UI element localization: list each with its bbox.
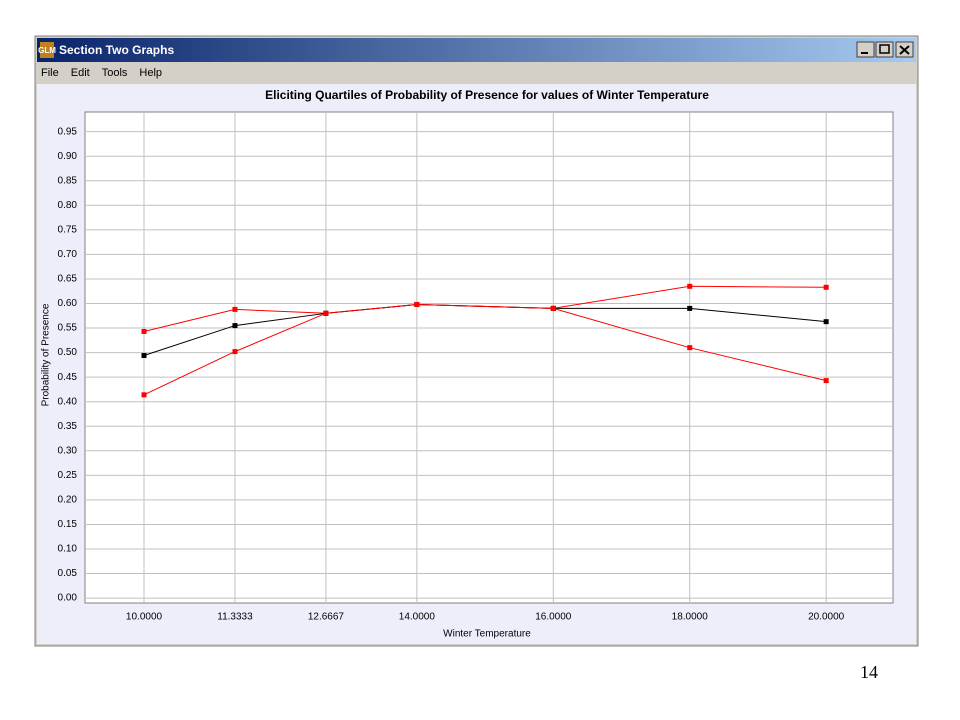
point [232,349,238,355]
y-tick-label: 0.85 [58,175,78,186]
menu-item[interactable]: File [41,67,59,79]
app-icon: GLM [38,46,56,55]
window-title: Section Two Graphs [59,43,174,57]
y-tick-label: 0.05 [58,568,78,579]
point [232,306,238,312]
chart-title: Eliciting Quartiles of Probability of Pr… [265,88,709,102]
y-tick-label: 0.20 [58,495,78,506]
point [141,328,147,334]
x-tick-label: 20.0000 [808,612,845,623]
point [141,392,147,398]
x-tick-label: 18.0000 [672,612,709,623]
point [687,305,693,311]
y-axis-label: Probability of Presence [41,303,52,406]
window-controls [856,41,914,58]
title-bar [37,38,916,62]
point [823,378,829,384]
menu-item[interactable]: Edit [71,67,90,79]
x-tick-label: 12.6667 [308,612,345,623]
minimize-button[interactable] [856,41,875,58]
app-icon-bg [40,42,54,58]
x-tick-label: 11.3333 [217,612,253,623]
x-tick-label: 14.0000 [399,612,436,623]
y-tick-label: 0.75 [58,224,78,235]
y-tick-label: 0.65 [58,274,78,285]
menu-item[interactable]: Tools [102,67,128,79]
y-tick-label: 0.80 [58,200,78,211]
x-tick-label: 10.0000 [126,612,163,623]
point [687,283,693,289]
point [823,284,829,290]
point [232,323,238,329]
menu-item[interactable]: Help [139,67,162,79]
y-tick-label: 0.10 [58,544,78,555]
menu-bar: File Edit Tools Help [41,67,162,79]
y-tick-label: 0.35 [58,421,78,432]
x-axis-label: Winter Temperature [443,629,531,640]
y-tick-label: 0.25 [58,470,78,481]
y-tick-label: 0.50 [58,347,78,358]
y-tick-label: 0.45 [58,372,78,383]
close-icon [899,45,910,55]
plot: 0.00 0.05 0.10 0.15 0.20 0.25 0.30 0.35 0.40 0.45… [58,112,893,623]
y-tick-label: 0.00 [58,593,78,604]
point [414,301,420,307]
plot-area [84,111,894,604]
point [323,310,329,316]
point [823,319,829,325]
page-number: 14 [860,662,878,682]
y-tick-label: 0.30 [58,445,78,456]
point [550,305,556,311]
point [687,345,693,351]
y-tick-label: 0.60 [58,298,78,309]
y-tick-label: 0.55 [58,323,78,334]
y-tick-label: 0.40 [58,396,78,407]
y-tick-label: 0.15 [58,519,78,530]
y-tick-label: 0.90 [58,151,78,162]
point [141,353,147,359]
maximize-icon [879,44,890,54]
x-tick-label: 16.0000 [535,612,572,623]
y-tick-label: 0.95 [58,126,78,137]
y-tick-label: 0.70 [58,249,78,260]
